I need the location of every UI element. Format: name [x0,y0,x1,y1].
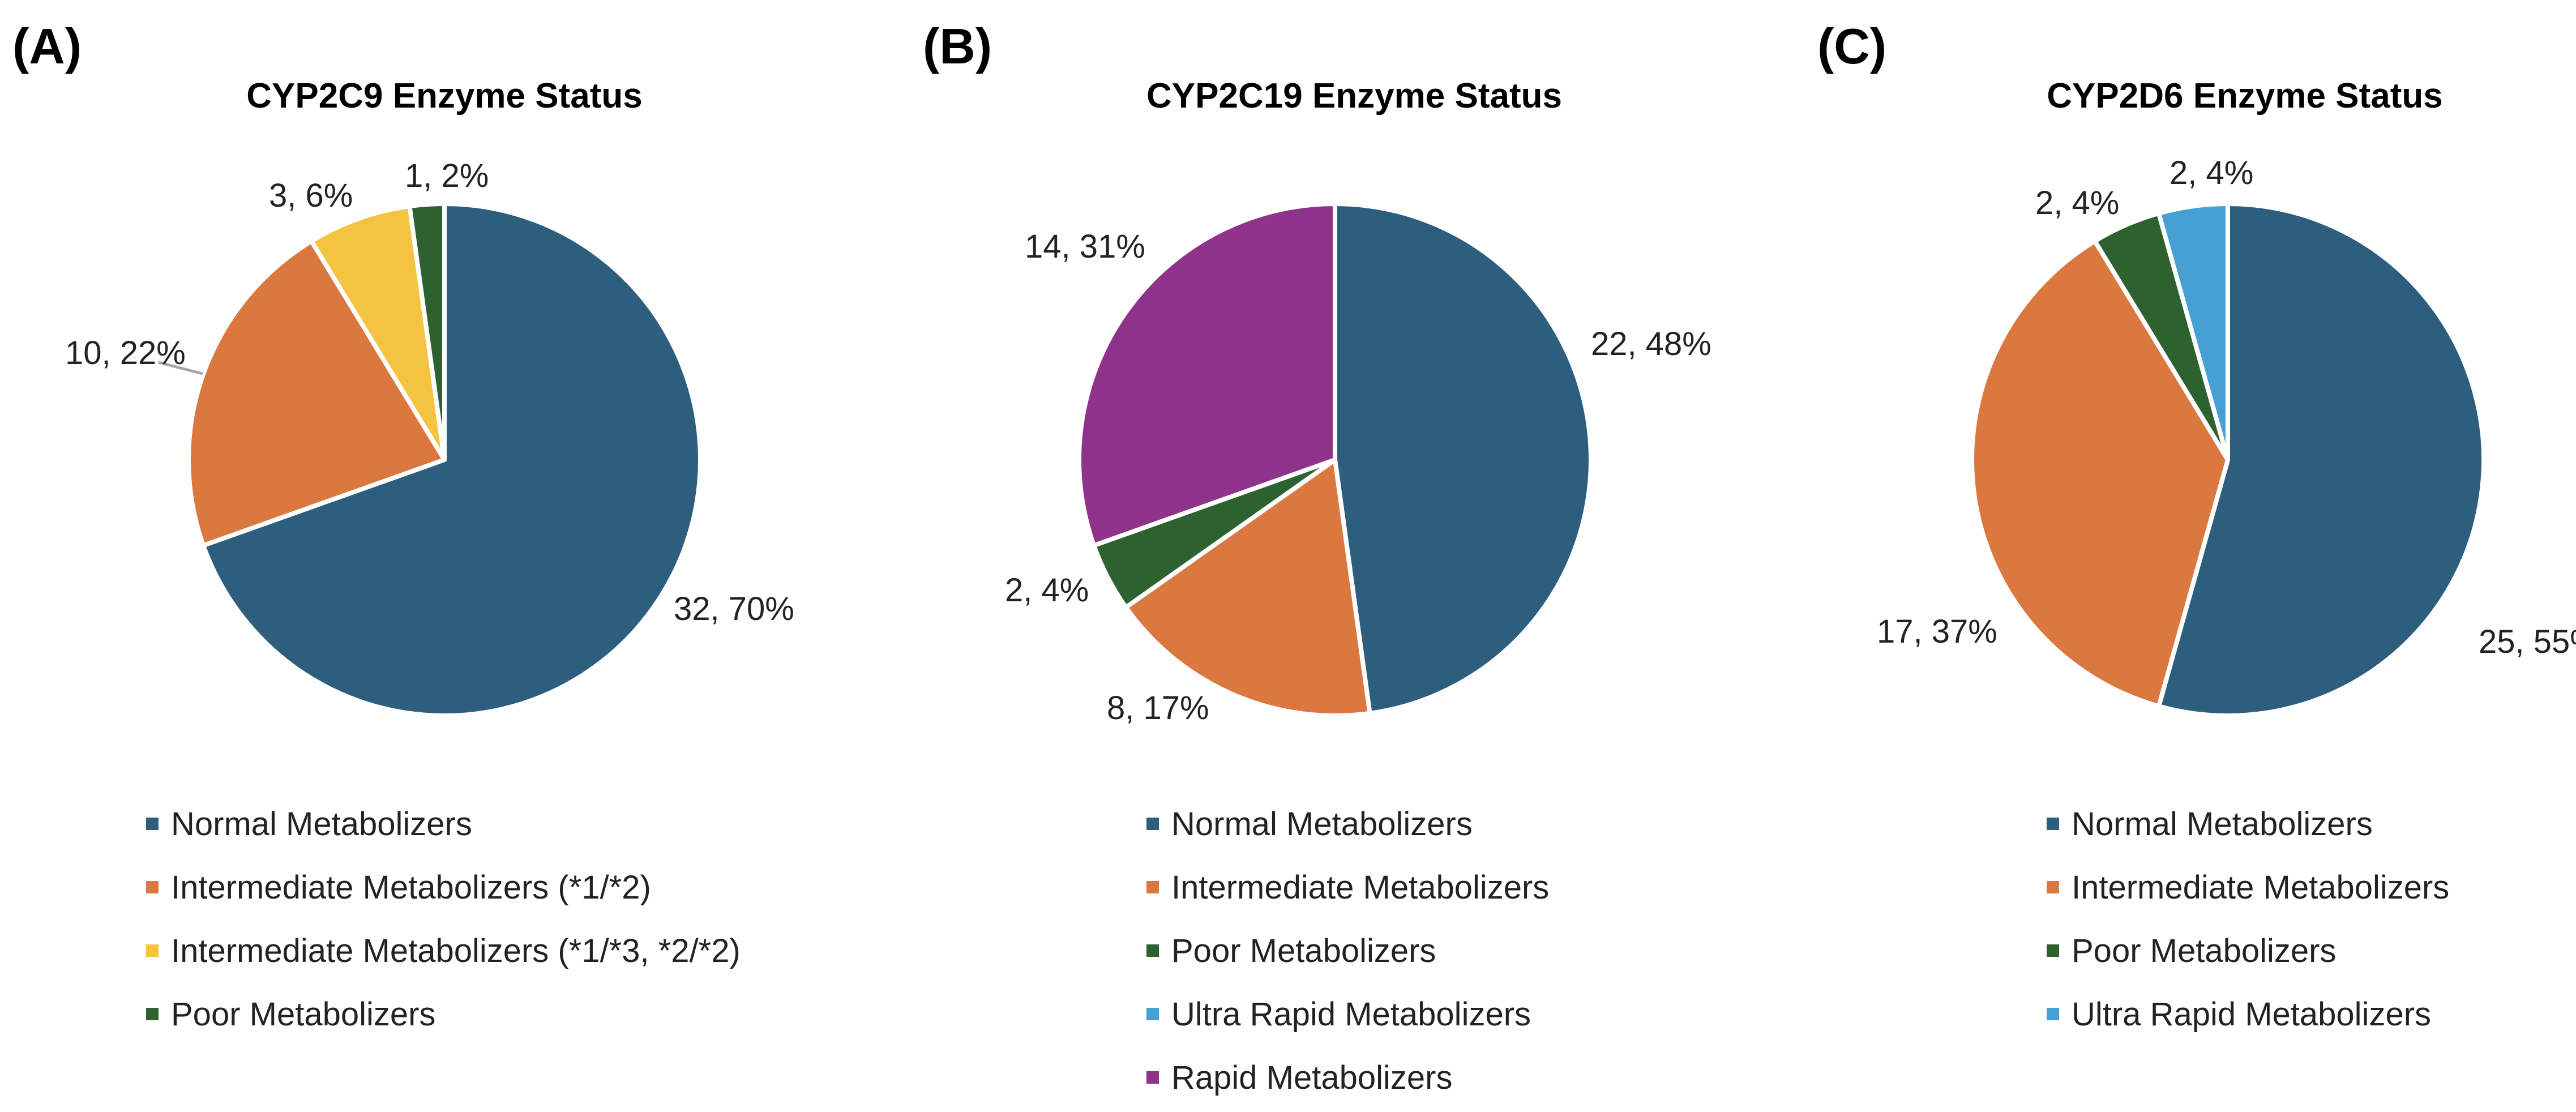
legend-marker [146,881,159,893]
legend-item: Intermediate Metabolizers (*1/*2) [146,869,651,906]
legend-label: Rapid Metabolizers [1171,1059,1452,1096]
legend-item: Poor Metabolizers [2047,933,2336,969]
panel-c-legend: Normal Metabolizers Intermediate Metaboli… [2047,806,2449,1033]
panel-b-letter: (B) [923,18,992,74]
panel-a-slice-label-normal: 32, 70% [674,591,794,627]
legend-item: Normal Metabolizers [2047,806,2373,842]
panel-a-legend: Normal Metabolizers Intermediate Metaboli… [146,806,741,1033]
legend-marker [2047,818,2059,830]
legend-label: Intermediate Metabolizers [1171,869,1549,906]
pie-slice-ultra-rapid-metabolizers [2156,202,2230,462]
legend-label: Poor Metabolizers [171,996,435,1033]
panel-b-pie [1077,202,1593,718]
legend-marker [1146,881,1159,893]
pie-slice-intermediate-metabolizers-1-2 [186,238,447,548]
panel-b-slice-label-normal: 22, 48% [1591,326,1711,362]
legend-marker [2047,881,2059,893]
panel-a-slice-label-poor: 1, 2% [405,157,489,194]
legend-item: Intermediate Metabolizers (*1/*3, *2/*2) [146,933,741,969]
legend-marker [2047,944,2059,957]
legend-marker [1146,1008,1159,1020]
panel-c-slice-label-ultra-rapid: 2, 4% [2170,155,2253,191]
panel-c: (C) CYP2D6 Enzyme Status 25, 55% 17, 37%… [1817,18,2576,1033]
panel-a-pie [186,202,703,718]
legend-item: Poor Metabolizers [146,996,435,1033]
pie-slice-intermediate-metabolizers-1-3-2-2 [309,204,447,462]
legend-marker [1146,1071,1159,1084]
panel-b-slice-label-poor: 2, 4% [1005,572,1089,609]
legend-item: Normal Metabolizers [146,806,472,842]
pie-slice-normal-metabolizers [201,202,703,718]
legend-item: Ultra Rapid Metabolizers [2047,996,2431,1033]
panel-c-slice-label-intermediate: 17, 37% [1877,613,1997,650]
panel-a-letter: (A) [12,18,82,74]
legend-label: Ultra Rapid Metabolizers [2072,996,2431,1033]
legend-label: Ultra Rapid Metabolizers [1171,996,1531,1033]
panel-b-slice-label-rapid: 14, 31% [1025,228,1145,265]
panel-c-letter: (C) [1817,18,1886,74]
legend-marker [146,944,159,957]
panel-c-pie [1970,202,2486,718]
panel-b-slice-label-intermediate: 8, 17% [1107,690,1209,726]
legend-marker [1146,944,1159,957]
legend-label: Normal Metabolizers [171,806,472,842]
pie-slice-poor-metabolizers [407,202,447,462]
legend-item: Intermediate Metabolizers [1146,869,1549,906]
legend-marker [146,818,159,830]
legend-item: Ultra Rapid Metabolizers [1146,996,1531,1033]
panel-a-leader-line [158,361,203,375]
legend-label: Intermediate Metabolizers [2072,869,2449,906]
panel-b: (B) CYP2C19 Enzyme Status 22, 48% 8, 17%… [923,18,1711,1096]
legend-marker [2047,1008,2059,1020]
legend-label: Intermediate Metabolizers (*1/*3, *2/*2) [171,933,741,969]
panel-b-legend: Normal Metabolizers Intermediate Metaboli… [1146,806,1549,1096]
legend-label: Poor Metabolizers [2072,933,2336,969]
legend-item: Poor Metabolizers [1146,933,1436,969]
legend-label: Normal Metabolizers [1171,806,1473,842]
legend-item: Intermediate Metabolizers [2047,869,2449,906]
pie-slice-rapid-metabolizers [1077,202,1337,548]
legend-label: Poor Metabolizers [1171,933,1436,969]
panel-c-slice-label-poor: 2, 4% [2035,185,2119,221]
pie-slice-normal-metabolizers [1333,202,1593,716]
legend-item: Normal Metabolizers [1146,806,1473,842]
pie-slice-intermediate-metabolizers [1123,457,1372,718]
legend-item: Rapid Metabolizers [1146,1059,1452,1096]
panel-c-slice-label-normal: 25, 55% [2479,623,2576,660]
panel-b-title: CYP2C19 Enzyme Status [1146,76,1562,116]
legend-marker [1146,818,1159,830]
panel-a: (A) CYP2C9 Enzyme Status 32, 70% 10, 22%… [12,18,794,1033]
panel-a-title: CYP2C9 Enzyme Status [246,76,642,116]
panel-c-title: CYP2D6 Enzyme Status [2047,76,2442,116]
pie-slice-normal-metabolizers [2156,202,2486,718]
legend-label: Intermediate Metabolizers (*1/*2) [171,869,651,906]
legend-marker [146,1008,159,1020]
panel-a-slice-label-intermediate-13: 3, 6% [269,177,353,214]
panel-a-slice-label-intermediate-12: 10, 22% [65,335,186,371]
legend-label: Normal Metabolizers [2072,806,2373,842]
